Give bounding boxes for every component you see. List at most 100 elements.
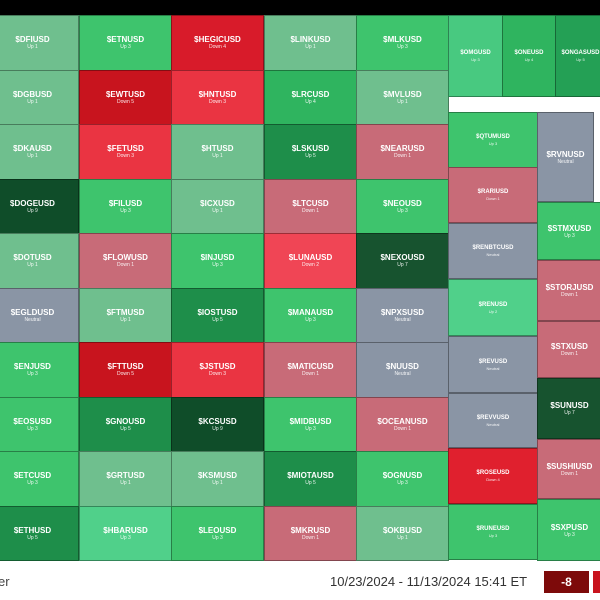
tile-npxsusd[interactable]: $NPXSUSD Neutral: [356, 287, 449, 343]
tile-symbol: $GRTUSD: [106, 471, 145, 481]
tile-mlkusd[interactable]: $MLKUSD Up 3: [356, 15, 449, 71]
tile-enjusd[interactable]: $ENJUSD Up 3: [0, 342, 79, 398]
tile-etnusd[interactable]: $ETNUSD Up 3: [79, 15, 172, 71]
tile-qtumusd[interactable]: $QTUMUSD Up 3: [448, 112, 538, 168]
tile-linkusd[interactable]: $LINKUSD Up 1: [264, 15, 357, 71]
tile-nexousd[interactable]: $NEXOUSD Up 7: [356, 233, 449, 289]
tile-status: Up 3: [212, 534, 223, 541]
tile-status: Up 5: [212, 316, 223, 323]
tile-manausd[interactable]: $MANAUSD Up 3: [264, 287, 357, 343]
footer: er 10/23/2024 - 11/13/2024 15:41 ET -8: [0, 565, 600, 600]
tile-stxusd[interactable]: $STXUSD Down 1: [537, 321, 600, 378]
tile-miotausd[interactable]: $MIOTAUSD Up 5: [264, 451, 357, 507]
tile-ewtusd[interactable]: $EWTUSD Down 5: [79, 69, 172, 125]
tile-symbol: $NPXSUSD: [380, 307, 425, 317]
tile-egldusd[interactable]: $EGLDUSD Neutral: [0, 287, 79, 343]
tile-oneusd[interactable]: $ONEUSD Up 4: [502, 15, 556, 97]
tile-status: Up 3: [305, 425, 316, 432]
tile-status: Up 9: [212, 425, 223, 432]
tile-status: Down 3: [209, 98, 226, 105]
tile-filusd[interactable]: $FILUSD Up 3: [79, 178, 172, 234]
tile-sunusd[interactable]: $SUNUSD Up 7: [537, 378, 600, 439]
tile-status: Neutral: [486, 252, 500, 257]
tile-status: Up 9: [27, 207, 38, 214]
tile-symbol: $DKAUSD: [13, 144, 52, 154]
tile-nuusd[interactable]: $NUUSD Neutral: [356, 342, 449, 398]
tile-status: Neutral: [394, 371, 411, 378]
tile-eosusd[interactable]: $EOSUSD Up 3: [0, 396, 79, 452]
tile-symbol: $STMXUSD: [547, 223, 592, 233]
tile-dgbusd[interactable]: $DGBUSD Up 1: [0, 69, 79, 125]
tile-symbol: $MATICUSD: [287, 362, 334, 372]
tile-roseusd[interactable]: $ROSEUSD Down 4: [448, 448, 538, 504]
tile-hbarusd[interactable]: $HBARUSD Up 3: [79, 505, 172, 561]
tile-fetusd[interactable]: $FETUSD Down 3: [79, 124, 172, 180]
tile-fttusd[interactable]: $FTTUSD Down 5: [79, 342, 172, 398]
tile-symbol: $LRCUSD: [291, 89, 330, 99]
tile-neousd[interactable]: $NEOUSD Up 3: [356, 178, 449, 234]
tile-status: Up 3: [120, 207, 131, 214]
tile-status: Down 2: [302, 262, 319, 269]
tile-symbol: $FTMUSD: [106, 307, 145, 317]
tile-dkausd[interactable]: $DKAUSD Up 1: [0, 124, 79, 180]
tile-maticusd[interactable]: $MATICUSD Down 1: [264, 342, 357, 398]
tile-nearusd[interactable]: $NEARUSD Down 1: [356, 124, 449, 180]
tile-rariusd[interactable]: $RARIUSD Down 1: [448, 167, 538, 223]
tile-status: Up 5: [305, 153, 316, 160]
tile-symbol: $MVLUSD: [383, 89, 422, 99]
tile-rvnusd[interactable]: $RVNUSD Neutral: [537, 112, 594, 202]
tile-gnousd[interactable]: $GNOUSD Up 5: [79, 396, 172, 452]
tile-renusd[interactable]: $RENUSD Up 2: [448, 279, 538, 336]
tile-kcsusd[interactable]: $KCSUSD Up 9: [171, 396, 264, 452]
tile-lrcusd[interactable]: $LRCUSD Up 4: [264, 69, 357, 125]
tile-flowusd[interactable]: $FLOWUSD Down 1: [79, 233, 172, 289]
tile-mvlusd[interactable]: $MVLUSD Up 1: [356, 69, 449, 125]
tile-okbusd[interactable]: $OKBUSD Up 1: [356, 505, 449, 561]
tile-jstusd[interactable]: $JSTUSD Down 3: [171, 342, 264, 398]
tile-iostusd[interactable]: $IOSTUSD Up 5: [171, 287, 264, 343]
tile-leousd[interactable]: $LEOUSD Up 3: [171, 505, 264, 561]
tile-ltcusd[interactable]: $LTCUSD Down 1: [264, 178, 357, 234]
tile-etcusd[interactable]: $ETCUSD Up 3: [0, 451, 79, 507]
tile-renbtcusd[interactable]: $RENBTCUSD Neutral: [448, 223, 538, 279]
tile-injusd[interactable]: $INJUSD Up 3: [171, 233, 264, 289]
tile-ethusd[interactable]: $ETHUSD Up 5: [0, 505, 79, 561]
tile-status: Up 1: [305, 44, 316, 51]
tile-runeusd[interactable]: $RUNEUSD Up 3: [448, 504, 538, 560]
tile-symbol: $OMGUSD: [460, 50, 491, 56]
tile-hegicusd[interactable]: $HEGICUSD Down 4: [171, 15, 264, 71]
tile-status: Up 3: [397, 207, 408, 214]
tile-mkrusd[interactable]: $MKRUSD Down 1: [264, 505, 357, 561]
tile-icxusd[interactable]: $ICXUSD Up 1: [171, 178, 264, 234]
tile-dogeusd[interactable]: $DOGEUSD Up 9: [0, 178, 79, 234]
tile-stmxusd[interactable]: $STMXUSD Up 3: [537, 202, 600, 260]
tile-htusd[interactable]: $HTUSD Up 1: [171, 124, 264, 180]
tile-lskusd[interactable]: $LSKUSD Up 5: [264, 124, 357, 180]
tile-sushiusd[interactable]: $SUSHIUSD Down 1: [537, 439, 600, 499]
tile-dotusd[interactable]: $DOTUSD Up 1: [0, 233, 79, 289]
tile-symbol: $IOSTUSD: [197, 307, 238, 317]
tile-status: Up 5: [120, 425, 131, 432]
tile-midbusd[interactable]: $MIDBUSD Up 3: [264, 396, 357, 452]
tile-status: Down 1: [117, 262, 134, 269]
tile-grtusd[interactable]: $GRTUSD Up 1: [79, 451, 172, 507]
tile-symbol: $LSKUSD: [291, 144, 330, 154]
tile-hntusd[interactable]: $HNTUSD Down 3: [171, 69, 264, 125]
tile-dfiusd[interactable]: $DFIUSD Up 1: [0, 15, 79, 71]
tile-ftmusd[interactable]: $FTMUSD Up 1: [79, 287, 172, 343]
tile-ksmusd[interactable]: $KSMUSD Up 1: [171, 451, 264, 507]
tile-oceanusd[interactable]: $OCEANUSD Down 1: [356, 396, 449, 452]
tile-ognusd[interactable]: $OGNUSD Up 3: [356, 451, 449, 507]
tile-storjusd[interactable]: $STORJUSD Down 1: [537, 260, 600, 321]
footer-title-fragment: er: [0, 574, 10, 589]
tile-status: Up 1: [27, 153, 38, 160]
tile-status: Down 1: [302, 371, 319, 378]
tile-sxpusd[interactable]: $SXPUSD Up 3: [537, 499, 600, 561]
tile-symbol: $MLKUSD: [383, 35, 422, 45]
tile-revvusd[interactable]: $REVVUSD Neutral: [448, 393, 538, 448]
tile-revusd[interactable]: $REVUSD Neutral: [448, 336, 538, 393]
tile-omgusd[interactable]: $OMGUSD Up 3: [448, 15, 503, 97]
tile-lunausd[interactable]: $LUNAUSD Down 2: [264, 233, 357, 289]
tile-status: Up 1: [397, 534, 408, 541]
tile-ongasusd[interactable]: $ONGASUSD Up 5: [555, 15, 600, 97]
